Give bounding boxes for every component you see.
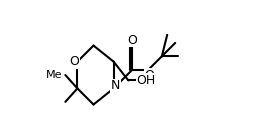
- Text: O: O: [69, 55, 79, 68]
- Text: O: O: [144, 68, 154, 82]
- Text: O: O: [128, 34, 137, 47]
- Text: N: N: [111, 79, 120, 92]
- Text: Me: Me: [45, 70, 62, 80]
- Text: OH: OH: [136, 74, 155, 87]
